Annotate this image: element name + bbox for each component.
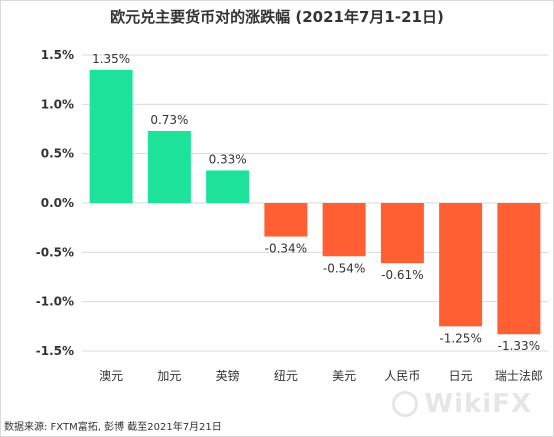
y-tick-label: 1.5% [41, 48, 74, 62]
bar [147, 130, 191, 203]
watermark: WikiFX [392, 389, 532, 419]
source-note: 数据来源: FXTM富拓, 彭博 截至2021年7月21日 [4, 422, 222, 433]
x-tick-label: 美元 [332, 369, 356, 383]
data-label: -0.54% [323, 261, 365, 275]
wikifx-logo-icon [392, 391, 419, 417]
data-label: -0.61% [381, 268, 423, 282]
x-tick-label: 日元 [449, 369, 473, 383]
y-tick-label: -1.5% [36, 344, 74, 358]
bar [322, 203, 366, 257]
data-label: -0.34% [265, 242, 307, 256]
y-tick-label: -1.0% [36, 295, 74, 309]
bar [439, 203, 483, 327]
y-tick-label: 0.0% [41, 196, 74, 210]
data-label: 0.73% [150, 113, 188, 127]
watermark-text: WikiFX [424, 389, 532, 419]
x-tick-label: 纽元 [274, 369, 298, 383]
chart-title: 欧元兑主要货币对的涨跌幅 (2021年7月1-21日) [110, 8, 444, 26]
x-tick-label: 加元 [157, 369, 181, 383]
y-tick-label: 0.5% [41, 147, 74, 161]
x-tick-label: 澳元 [99, 369, 123, 383]
x-tick-label: 英镑 [216, 368, 240, 383]
bar [264, 203, 308, 237]
bar [497, 203, 541, 335]
bar [380, 203, 424, 264]
data-label: 0.33% [209, 152, 247, 166]
data-label: 1.35% [92, 52, 130, 66]
y-tick-label: 1.0% [41, 97, 74, 111]
y-tick-label: -0.5% [36, 245, 74, 259]
data-label: -1.25% [439, 331, 481, 345]
x-tick-label: 瑞士法郎 [495, 369, 543, 383]
bar [89, 69, 133, 203]
x-tick-label: 人民币 [384, 369, 420, 383]
bar [206, 170, 250, 203]
data-label: -1.33% [498, 339, 540, 353]
